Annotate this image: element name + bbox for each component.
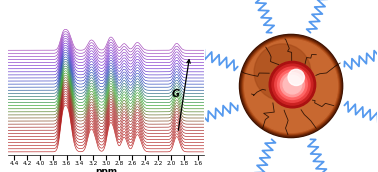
Circle shape <box>275 67 310 102</box>
Circle shape <box>239 34 343 138</box>
Circle shape <box>288 69 304 85</box>
Circle shape <box>272 64 313 105</box>
Circle shape <box>280 73 305 97</box>
Circle shape <box>240 35 342 137</box>
Circle shape <box>283 75 302 94</box>
Circle shape <box>242 36 341 136</box>
Circle shape <box>269 61 316 108</box>
X-axis label: ppm: ppm <box>95 167 117 172</box>
Circle shape <box>254 44 311 101</box>
Circle shape <box>245 40 338 132</box>
Circle shape <box>243 39 339 133</box>
Circle shape <box>277 70 307 99</box>
Text: G: G <box>171 89 179 99</box>
Circle shape <box>243 37 339 135</box>
